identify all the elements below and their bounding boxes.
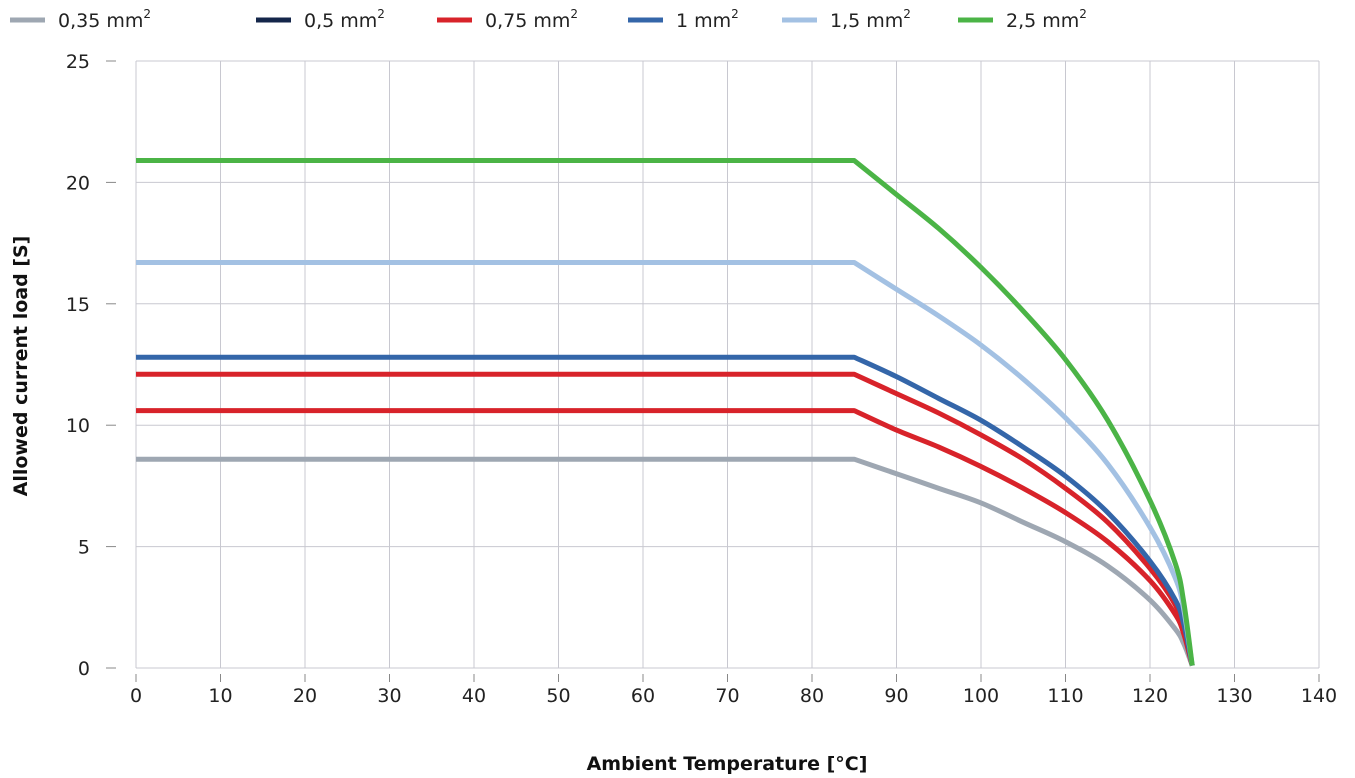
legend-label: 2,5 mm2	[1006, 7, 1087, 32]
series-line-0	[136, 456, 1195, 667]
series-line-4	[136, 354, 1195, 667]
y-tick-label: 0	[78, 658, 90, 680]
legend-label-superscript: 2	[1079, 7, 1087, 21]
y-tick-label: 20	[66, 172, 90, 194]
legend-item: 1 mm2	[628, 7, 739, 32]
series-lines	[136, 158, 1195, 667]
legend-label-superscript: 2	[903, 7, 911, 21]
legend-label: 0,35 mm2	[58, 7, 151, 32]
x-tick-label: 50	[546, 685, 570, 707]
y-tick-label: 5	[78, 537, 90, 559]
x-tick-label: 100	[963, 685, 999, 707]
series-line-3	[136, 371, 1195, 667]
legend-item: 1,5 mm2	[782, 7, 911, 32]
series-line-6	[136, 158, 1195, 666]
legend-label-text: 1,5 mm	[830, 10, 903, 32]
legend: 0,35 mm2 0,5 mm2 0,75 mm2 1 mm2 1,5 mm2 2,5 m…	[10, 7, 1087, 32]
x-tick-label: 40	[462, 685, 486, 707]
x-tick-label: 80	[800, 685, 824, 707]
x-tick-label: 130	[1216, 685, 1252, 707]
series-line-2	[136, 408, 1195, 667]
x-tick-label: 120	[1132, 685, 1168, 707]
x-axis-title: Ambient Temperature [°C]	[587, 753, 868, 775]
legend-item: 0,75 mm2	[437, 7, 578, 32]
legend-label-text: 0,35 mm	[58, 10, 143, 32]
x-tick-label: 110	[1047, 685, 1083, 707]
legend-label-text: 0,5 mm	[304, 10, 377, 32]
legend-label-superscript: 2	[377, 7, 385, 21]
legend-label: 1 mm2	[676, 7, 739, 32]
y-tick-label: 10	[66, 415, 90, 437]
x-tick-label: 70	[715, 685, 739, 707]
y-tick-label: 15	[66, 294, 90, 316]
series-line-5	[136, 260, 1195, 666]
grid	[135, 60, 1320, 669]
legend-label-superscript: 2	[143, 7, 151, 21]
x-tick-label: 140	[1301, 685, 1337, 707]
legend-item: 0,35 mm2	[10, 7, 151, 32]
y-axis-ticks: 0 5 10 15 20 25	[66, 51, 116, 680]
legend-label: 1,5 mm2	[830, 7, 911, 32]
x-axis-ticks: 0 10 20 30 40 50 60 70 80 90 100 110 120 130 140	[130, 674, 1337, 707]
y-tick-label: 25	[66, 51, 90, 73]
y-axis-title: Allowed current load [S]	[10, 236, 32, 497]
x-tick-label: 10	[208, 685, 232, 707]
x-tick-label: 0	[130, 685, 142, 707]
legend-label-text: 0,75 mm	[485, 10, 570, 32]
legend-label: 0,5 mm2	[304, 7, 385, 32]
legend-label-superscript: 2	[570, 7, 578, 21]
x-tick-label: 60	[631, 685, 655, 707]
legend-label: 0,75 mm2	[485, 7, 578, 32]
x-tick-label: 90	[884, 685, 908, 707]
legend-item: 0,5 mm2	[256, 7, 385, 32]
x-tick-label: 30	[377, 685, 401, 707]
x-tick-label: 20	[293, 685, 317, 707]
legend-label-superscript: 2	[731, 7, 739, 21]
legend-label-text: 2,5 mm	[1006, 10, 1079, 32]
legend-item: 2,5 mm2	[958, 7, 1087, 32]
legend-label-text: 1 mm	[676, 10, 731, 32]
